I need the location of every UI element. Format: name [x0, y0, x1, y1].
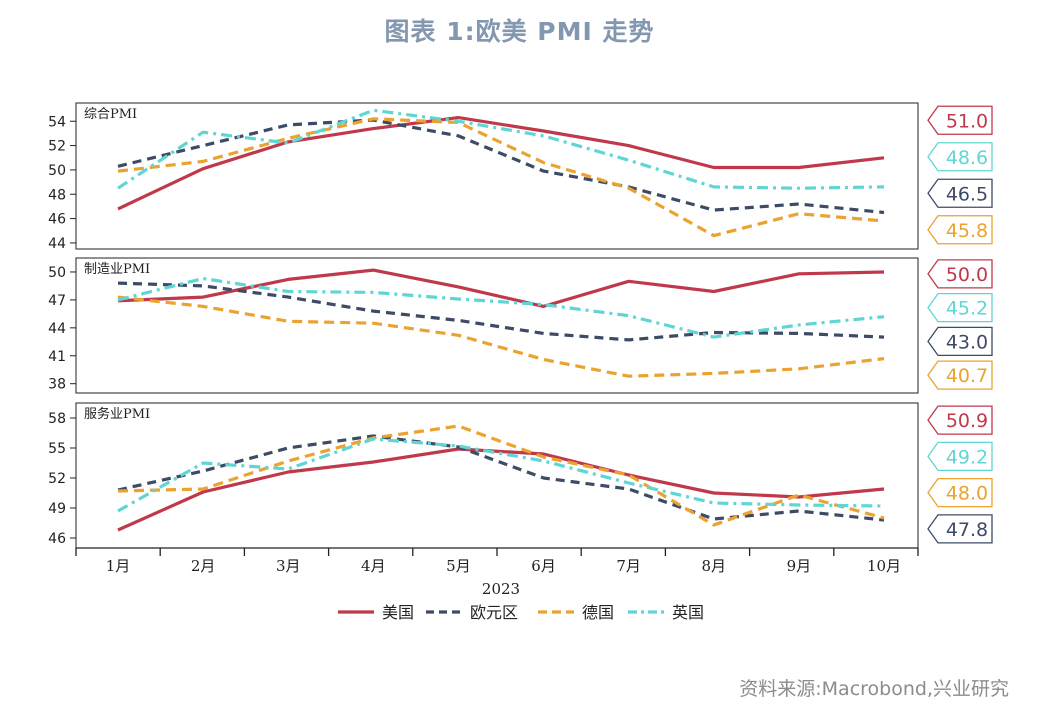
series-line-germany	[117, 295, 885, 378]
end-label-germany: 40.7	[946, 365, 988, 387]
end-label-box-eurozone	[927, 514, 993, 544]
x-tick-label: 9月	[787, 557, 812, 575]
legend: 美国 欧元区 德国 英国	[338, 603, 704, 622]
series-line-eurozone	[117, 434, 885, 522]
end-label-box-eurozone	[927, 178, 993, 208]
y-tick-label: 52	[48, 471, 66, 487]
x-tick-label: 10月	[867, 557, 901, 575]
y-tick-label: 58	[48, 411, 66, 427]
series-line-eurozone	[117, 118, 885, 215]
chart-title: 图表 1:欧美 PMI 走势	[384, 17, 655, 46]
end-label-uk: 45.2	[946, 298, 988, 320]
end-label-box-us	[927, 405, 993, 435]
x-tick-label: 1月	[106, 557, 131, 575]
end-label-box-us	[927, 105, 993, 135]
end-label-box-uk	[927, 292, 993, 323]
y-tick-label: 44	[48, 236, 66, 252]
panel-frame	[75, 402, 919, 549]
panel-1: 44 46 48 50 52 54 综合PMI 51.0 48.6 46.5 45.8	[48, 102, 993, 252]
panel-2: 38 41 44 47 50 制造业PMI 50.0 45.2 43.0 40.7	[48, 257, 993, 394]
series-line-us	[117, 115, 885, 211]
end-label-us: 50.0	[946, 264, 988, 286]
panel-title: 制造业PMI	[84, 262, 150, 277]
y-tick-label: 55	[48, 441, 66, 457]
y-tick-label: 50	[48, 265, 66, 281]
x-axis-title: 2023	[482, 580, 520, 598]
y-tick-label: 46	[48, 212, 66, 228]
end-label-germany: 45.8	[946, 220, 988, 242]
series-line-uk	[117, 276, 885, 339]
x-axis: 1月 2月 3月 4月 5月 6月 7月 8月 9月 10月 2023	[75, 547, 919, 598]
y-tick-label: 46	[48, 531, 66, 547]
y-tick-label: 52	[48, 139, 66, 155]
y-tick-label: 44	[48, 321, 66, 337]
end-label-uk: 49.2	[946, 446, 988, 468]
y-tick-label: 49	[48, 501, 66, 517]
series-line-eurozone	[117, 281, 885, 342]
end-label-box-germany	[927, 360, 993, 390]
series-line-us	[117, 268, 885, 308]
legend-label-germany: 德国	[582, 603, 614, 622]
x-tick-label: 4月	[361, 557, 386, 575]
panel-3: 46 49 52 55 58 服务业PMI 50.9 49.2 48.0 47.8	[48, 402, 993, 549]
panel-title: 服务业PMI	[84, 406, 150, 422]
end-label-us: 51.0	[946, 110, 988, 132]
panel-title: 综合PMI	[84, 107, 137, 122]
x-tick-label: 8月	[702, 557, 727, 575]
end-label-eurozone: 43.0	[946, 331, 988, 353]
panel-frame	[75, 102, 919, 250]
legend-label-eurozone: 欧元区	[470, 603, 518, 622]
end-label-box-us	[927, 259, 993, 289]
end-label-us: 50.9	[946, 410, 988, 432]
panel-frame	[75, 257, 919, 394]
series-line-uk	[117, 108, 885, 190]
end-label-uk: 48.6	[946, 147, 988, 169]
legend-label-us: 美国	[382, 603, 414, 622]
series-line-uk	[117, 437, 885, 513]
y-tick-label: 47	[48, 293, 66, 309]
end-label-box-uk	[927, 441, 993, 472]
y-tick-label: 38	[48, 377, 66, 393]
x-tick-label: 3月	[276, 557, 301, 575]
x-tick-label: 7月	[616, 557, 641, 575]
x-tick-label: 2月	[191, 557, 216, 575]
end-label-box-eurozone	[927, 326, 993, 357]
series-line-germany	[117, 424, 885, 527]
series-line-germany	[117, 117, 885, 238]
y-tick-label: 48	[48, 187, 66, 203]
series-line-us	[117, 447, 885, 532]
source-note: 资料来源:Macrobond,兴业研究	[739, 678, 1009, 700]
y-tick-label: 54	[48, 114, 66, 130]
x-tick-label: 5月	[446, 557, 471, 575]
x-tick-label: 6月	[531, 557, 556, 575]
end-label-box-germany	[927, 477, 993, 508]
end-label-eurozone: 46.5	[946, 183, 988, 205]
legend-label-uk: 英国	[672, 603, 704, 622]
end-label-box-uk	[927, 142, 993, 172]
end-label-box-germany	[927, 215, 993, 245]
end-label-germany: 48.0	[946, 483, 988, 505]
y-tick-label: 41	[48, 349, 66, 365]
end-label-eurozone: 47.8	[946, 519, 988, 541]
y-tick-label: 50	[48, 163, 66, 179]
